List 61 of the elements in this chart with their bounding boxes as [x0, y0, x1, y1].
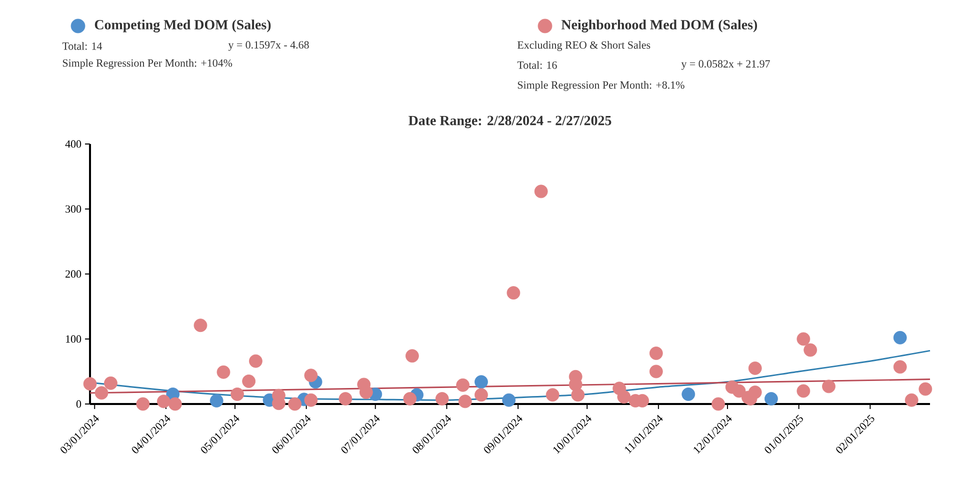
point [796, 332, 810, 346]
point [403, 392, 417, 406]
point [304, 368, 318, 382]
point [474, 388, 488, 402]
point [649, 364, 663, 378]
text: Simple Regression Per Month: +104% [62, 59, 232, 69]
text: y = 0.1597x - 4.68 [228, 41, 309, 51]
y-tick-label: 200 [66, 270, 82, 278]
text: Total: 14 [62, 42, 102, 50]
point [571, 388, 585, 402]
point [918, 382, 932, 396]
point [764, 392, 778, 406]
point [156, 394, 170, 408]
point [458, 394, 472, 408]
chart-title: Date Range: 2/28/2024 - 2/27/2025 [408, 116, 612, 128]
text: Simple Regression Per Month: +8.1% [518, 81, 684, 91]
point [748, 386, 762, 399]
point [338, 392, 352, 406]
point [94, 386, 108, 400]
point [230, 388, 244, 401]
point [502, 393, 516, 407]
point [104, 376, 118, 390]
y-tick-label: 100 [66, 335, 82, 343]
y-tick-label: 300 [66, 205, 82, 213]
text: y = 0.0582x + 21.97 [681, 60, 770, 70]
point [242, 374, 256, 388]
point [904, 393, 918, 407]
point [168, 397, 182, 411]
point [304, 393, 318, 407]
point [893, 330, 907, 344]
point [822, 380, 836, 394]
point [712, 397, 725, 411]
point [534, 184, 548, 198]
legend-label: Competing Med DOM (Sales) [94, 20, 271, 32]
point [288, 397, 302, 411]
legend-label: Neighborhood Med DOM (Sales) [561, 20, 758, 32]
point [617, 390, 631, 404]
point [506, 286, 520, 300]
point [732, 384, 746, 398]
point [474, 375, 488, 389]
point [216, 365, 230, 379]
point [546, 388, 560, 402]
point [435, 392, 449, 406]
point [804, 343, 818, 357]
point [249, 354, 262, 368]
y-tick-label: 0 [76, 400, 82, 408]
point [83, 377, 97, 391]
point [406, 349, 419, 363]
text: Total: 16 [517, 61, 557, 69]
text: Excluding REO & Short Sales [518, 41, 650, 51]
point [456, 378, 470, 392]
point [748, 362, 762, 375]
y-tick-label: 400 [65, 140, 82, 148]
point [194, 318, 208, 332]
point [796, 384, 810, 398]
point [210, 394, 224, 408]
point [893, 360, 907, 374]
point [649, 346, 663, 360]
point [136, 397, 150, 411]
point [682, 388, 696, 401]
point [359, 386, 373, 399]
